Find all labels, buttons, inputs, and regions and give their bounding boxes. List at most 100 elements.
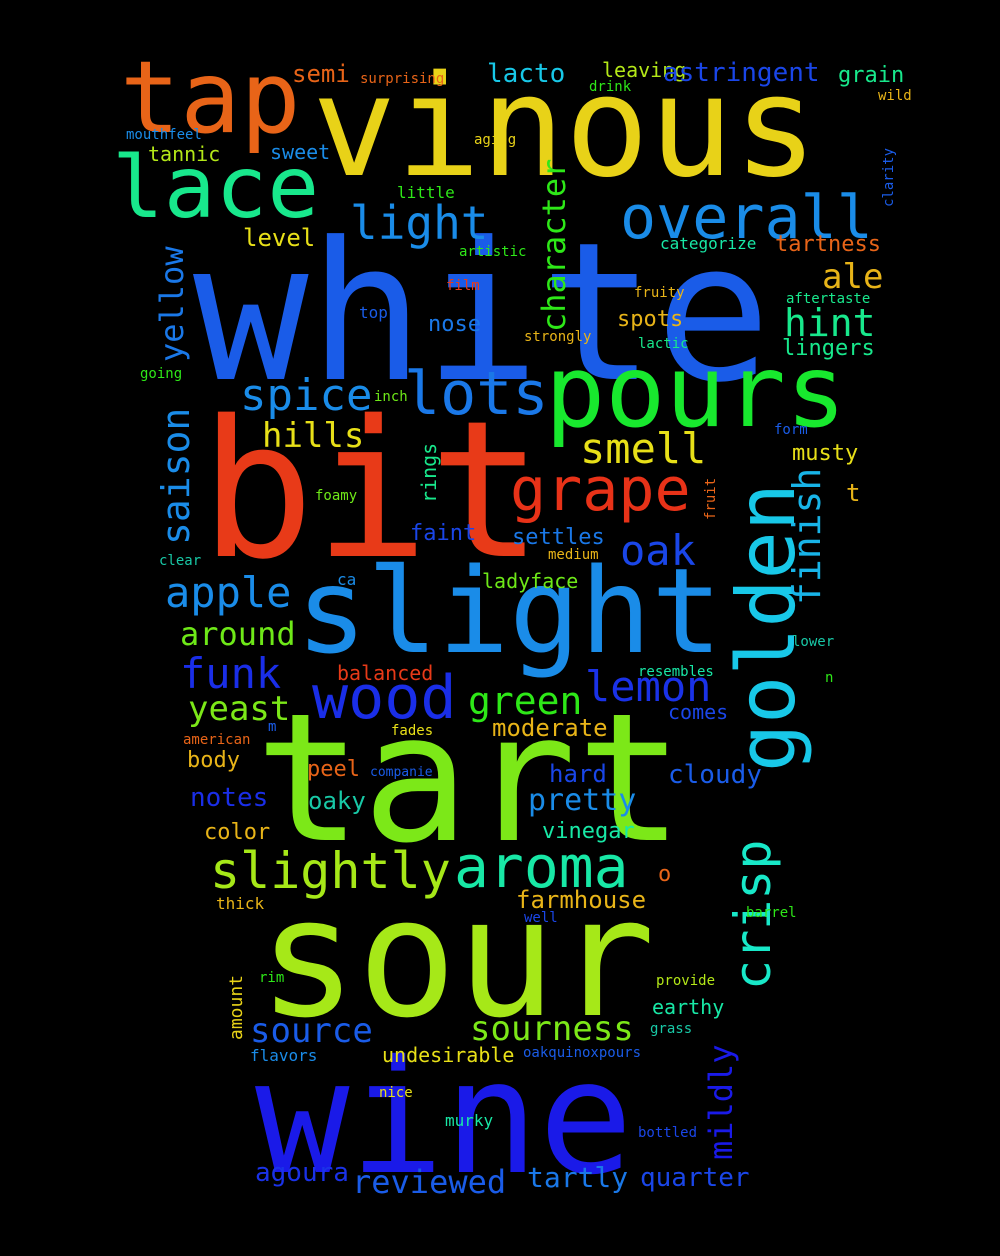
cloud-word-american: american bbox=[183, 732, 251, 748]
cloud-word-spots: spots bbox=[617, 307, 684, 332]
cloud-word-finish: finish bbox=[785, 467, 829, 605]
cloud-word-white: white bbox=[193, 202, 771, 425]
cloud-word-rings: rings bbox=[417, 442, 441, 503]
cloud-word-hills: hills bbox=[262, 416, 365, 456]
cloud-word-surprising: surprising bbox=[360, 71, 445, 87]
cloud-word-sour: sour bbox=[258, 862, 656, 1054]
cloud-word-clarity: clarity bbox=[881, 147, 897, 207]
cloud-word-grass: grass bbox=[650, 1021, 693, 1037]
cloud-word-balanced: balanced bbox=[337, 661, 434, 685]
cloud-word-lacto: lacto bbox=[487, 59, 566, 89]
cloud-word-categorize: categorize bbox=[660, 234, 757, 253]
cloud-word-grape: grape bbox=[510, 455, 691, 525]
cloud-word-overall: overall bbox=[620, 183, 873, 253]
cloud-word-rim: rim bbox=[259, 970, 285, 986]
cloud-word-medium: medium bbox=[548, 547, 599, 563]
cloud-word-settles: settles bbox=[512, 525, 605, 550]
cloud-word-oaky: oaky bbox=[308, 787, 366, 815]
cloud-word-form: form bbox=[774, 422, 808, 438]
cloud-word-strongly: strongly bbox=[524, 329, 592, 345]
cloud-word-grain: grain bbox=[838, 63, 905, 88]
cloud-word-ale: ale bbox=[822, 257, 884, 297]
cloud-word-little: little bbox=[397, 183, 455, 202]
cloud-word-agoura: agoura bbox=[255, 1158, 349, 1188]
cloud-word-o: o bbox=[658, 862, 672, 887]
cloud-word-leaving: leaving bbox=[602, 58, 687, 82]
cloud-word-well: well bbox=[524, 910, 558, 926]
cloud-word-tartness: tartness bbox=[775, 232, 881, 257]
cloud-word-bottled: bottled bbox=[638, 1125, 698, 1141]
cloud-word-going: going bbox=[140, 366, 183, 382]
cloud-word-clear: clear bbox=[159, 553, 202, 569]
cloud-word-body: body bbox=[187, 748, 240, 773]
cloud-word-oak: oak bbox=[620, 526, 696, 575]
cloud-word-t: t bbox=[846, 479, 861, 507]
cloud-word-provide: provide bbox=[656, 973, 716, 989]
cloud-word-slight: slight bbox=[296, 542, 723, 680]
cloud-word-sourness: sourness bbox=[470, 1009, 634, 1049]
cloud-word-tannic: tannic bbox=[148, 142, 221, 166]
cloud-word-drink: drink bbox=[589, 79, 632, 95]
cloud-word-peel: peel bbox=[307, 757, 360, 782]
cloud-word-aftertaste: aftertaste bbox=[786, 291, 871, 307]
cloud-word-lemon: lemon bbox=[585, 662, 712, 711]
cloud-word-fruit: fruit bbox=[703, 477, 719, 520]
cloud-word-vinegar: vinegar bbox=[542, 819, 635, 844]
cloud-word-earthy: earthy bbox=[652, 995, 725, 1019]
cloud-word-notes: notes bbox=[190, 783, 269, 813]
cloud-word-fruity: fruity bbox=[634, 285, 685, 301]
cloud-word-yellow: yellow bbox=[153, 246, 191, 362]
cloud-word-mildly: mildly bbox=[702, 1044, 740, 1160]
cloud-word-lots: lots bbox=[404, 359, 549, 429]
cloud-word-amount: amount bbox=[226, 974, 247, 1040]
cloud-word-smell: smell bbox=[580, 424, 707, 473]
cloud-word-comes: comes bbox=[668, 700, 729, 724]
cloud-word-tap: tap bbox=[120, 39, 301, 156]
cloud-word-light: light bbox=[350, 196, 489, 250]
cloud-word-tartly: tartly bbox=[527, 1161, 629, 1194]
cloud-word-lactic: lactic bbox=[638, 336, 689, 352]
cloud-word-moderate: moderate bbox=[492, 714, 608, 742]
cloud-word-hint: hint bbox=[784, 301, 876, 345]
cloud-word-lower: lower bbox=[792, 634, 835, 650]
cloud-word-fades: fades bbox=[391, 723, 434, 739]
cloud-word-around: around bbox=[180, 615, 296, 653]
cloud-word-funk: funk bbox=[180, 649, 282, 698]
cloud-word-ca: ca bbox=[337, 570, 357, 589]
cloud-word-thick: thick bbox=[216, 894, 265, 913]
cloud-word-sweet: sweet bbox=[270, 140, 331, 164]
cloud-word-n: n bbox=[825, 670, 834, 686]
cloud-word-nice: nice bbox=[379, 1085, 413, 1101]
cloud-word-faint: faint bbox=[410, 521, 477, 546]
cloud-word-aroma: aroma bbox=[454, 833, 629, 901]
cloud-word-foamy: foamy bbox=[315, 488, 358, 504]
cloud-word-oakquinoxpours: oakquinoxpours bbox=[523, 1045, 642, 1061]
cloud-word-top: top bbox=[359, 303, 388, 322]
cloud-word-bit: bit bbox=[200, 380, 544, 601]
cloud-word-wild: wild bbox=[878, 88, 912, 104]
cloud-word-cloudy: cloudy bbox=[668, 760, 762, 790]
cloud-word-hard: hard bbox=[549, 760, 607, 788]
cloud-word-character: character bbox=[535, 158, 573, 332]
cloud-word-mouthfeel: mouthfeel bbox=[126, 127, 202, 143]
cloud-word-undesirable: undesirable bbox=[382, 1043, 515, 1067]
cloud-word-vinous: vinous bbox=[312, 46, 818, 209]
cloud-word-spice: spice bbox=[240, 370, 373, 421]
cloud-word-companie: companie bbox=[370, 765, 433, 780]
cloud-word-musty: musty bbox=[792, 441, 859, 466]
cloud-word-lingers: lingers bbox=[782, 336, 875, 361]
cloud-word-resembles: resembles bbox=[638, 664, 714, 680]
cloud-word-ladyface: ladyface bbox=[482, 569, 579, 593]
cloud-word-tart: tart bbox=[255, 675, 684, 882]
cloud-word-pours: pours bbox=[545, 333, 847, 450]
cloud-word-barrel: barrel bbox=[746, 905, 797, 921]
cloud-word-aging: aging bbox=[474, 132, 517, 148]
cloud-word-murky: murky bbox=[445, 1111, 494, 1130]
cloud-word-color: color bbox=[204, 820, 271, 845]
cloud-word-wine: wine bbox=[255, 1027, 634, 1210]
cloud-word-inch: inch bbox=[374, 389, 408, 405]
cloud-word-astringent: astringent bbox=[663, 58, 820, 88]
cloud-word-semi: semi bbox=[292, 60, 350, 88]
cloud-word-wood: wood bbox=[312, 663, 457, 733]
